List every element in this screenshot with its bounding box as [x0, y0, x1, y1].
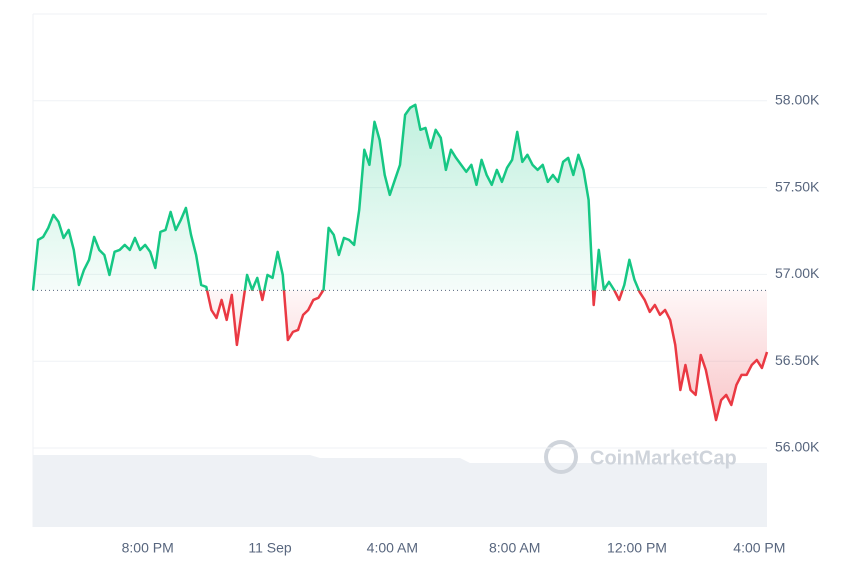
y-tick-label: 56.50K: [775, 352, 820, 368]
watermark-logo: [544, 440, 578, 474]
price-line: [31, 103, 769, 422]
price-area: [33, 104, 767, 421]
x-tick-label: 8:00 PM: [122, 540, 174, 556]
x-tick-label: 11 Sep: [248, 540, 292, 556]
watermark: CoinMarketCap: [544, 440, 737, 474]
x-tick-label: 12:00 PM: [607, 540, 667, 556]
y-tick-label: 56.00K: [775, 439, 820, 455]
volume-area: [33, 455, 767, 527]
y-tick-label: 58.00K: [775, 92, 820, 108]
x-tick-label: 8:00 AM: [489, 540, 540, 556]
watermark-text: CoinMarketCap: [590, 447, 737, 469]
y-tick-label: 57.50K: [775, 178, 820, 194]
x-tick-label: 4:00 AM: [367, 540, 418, 556]
x-tick-label: 4:00 PM: [733, 540, 785, 556]
y-tick-label: 57.00K: [775, 265, 820, 281]
